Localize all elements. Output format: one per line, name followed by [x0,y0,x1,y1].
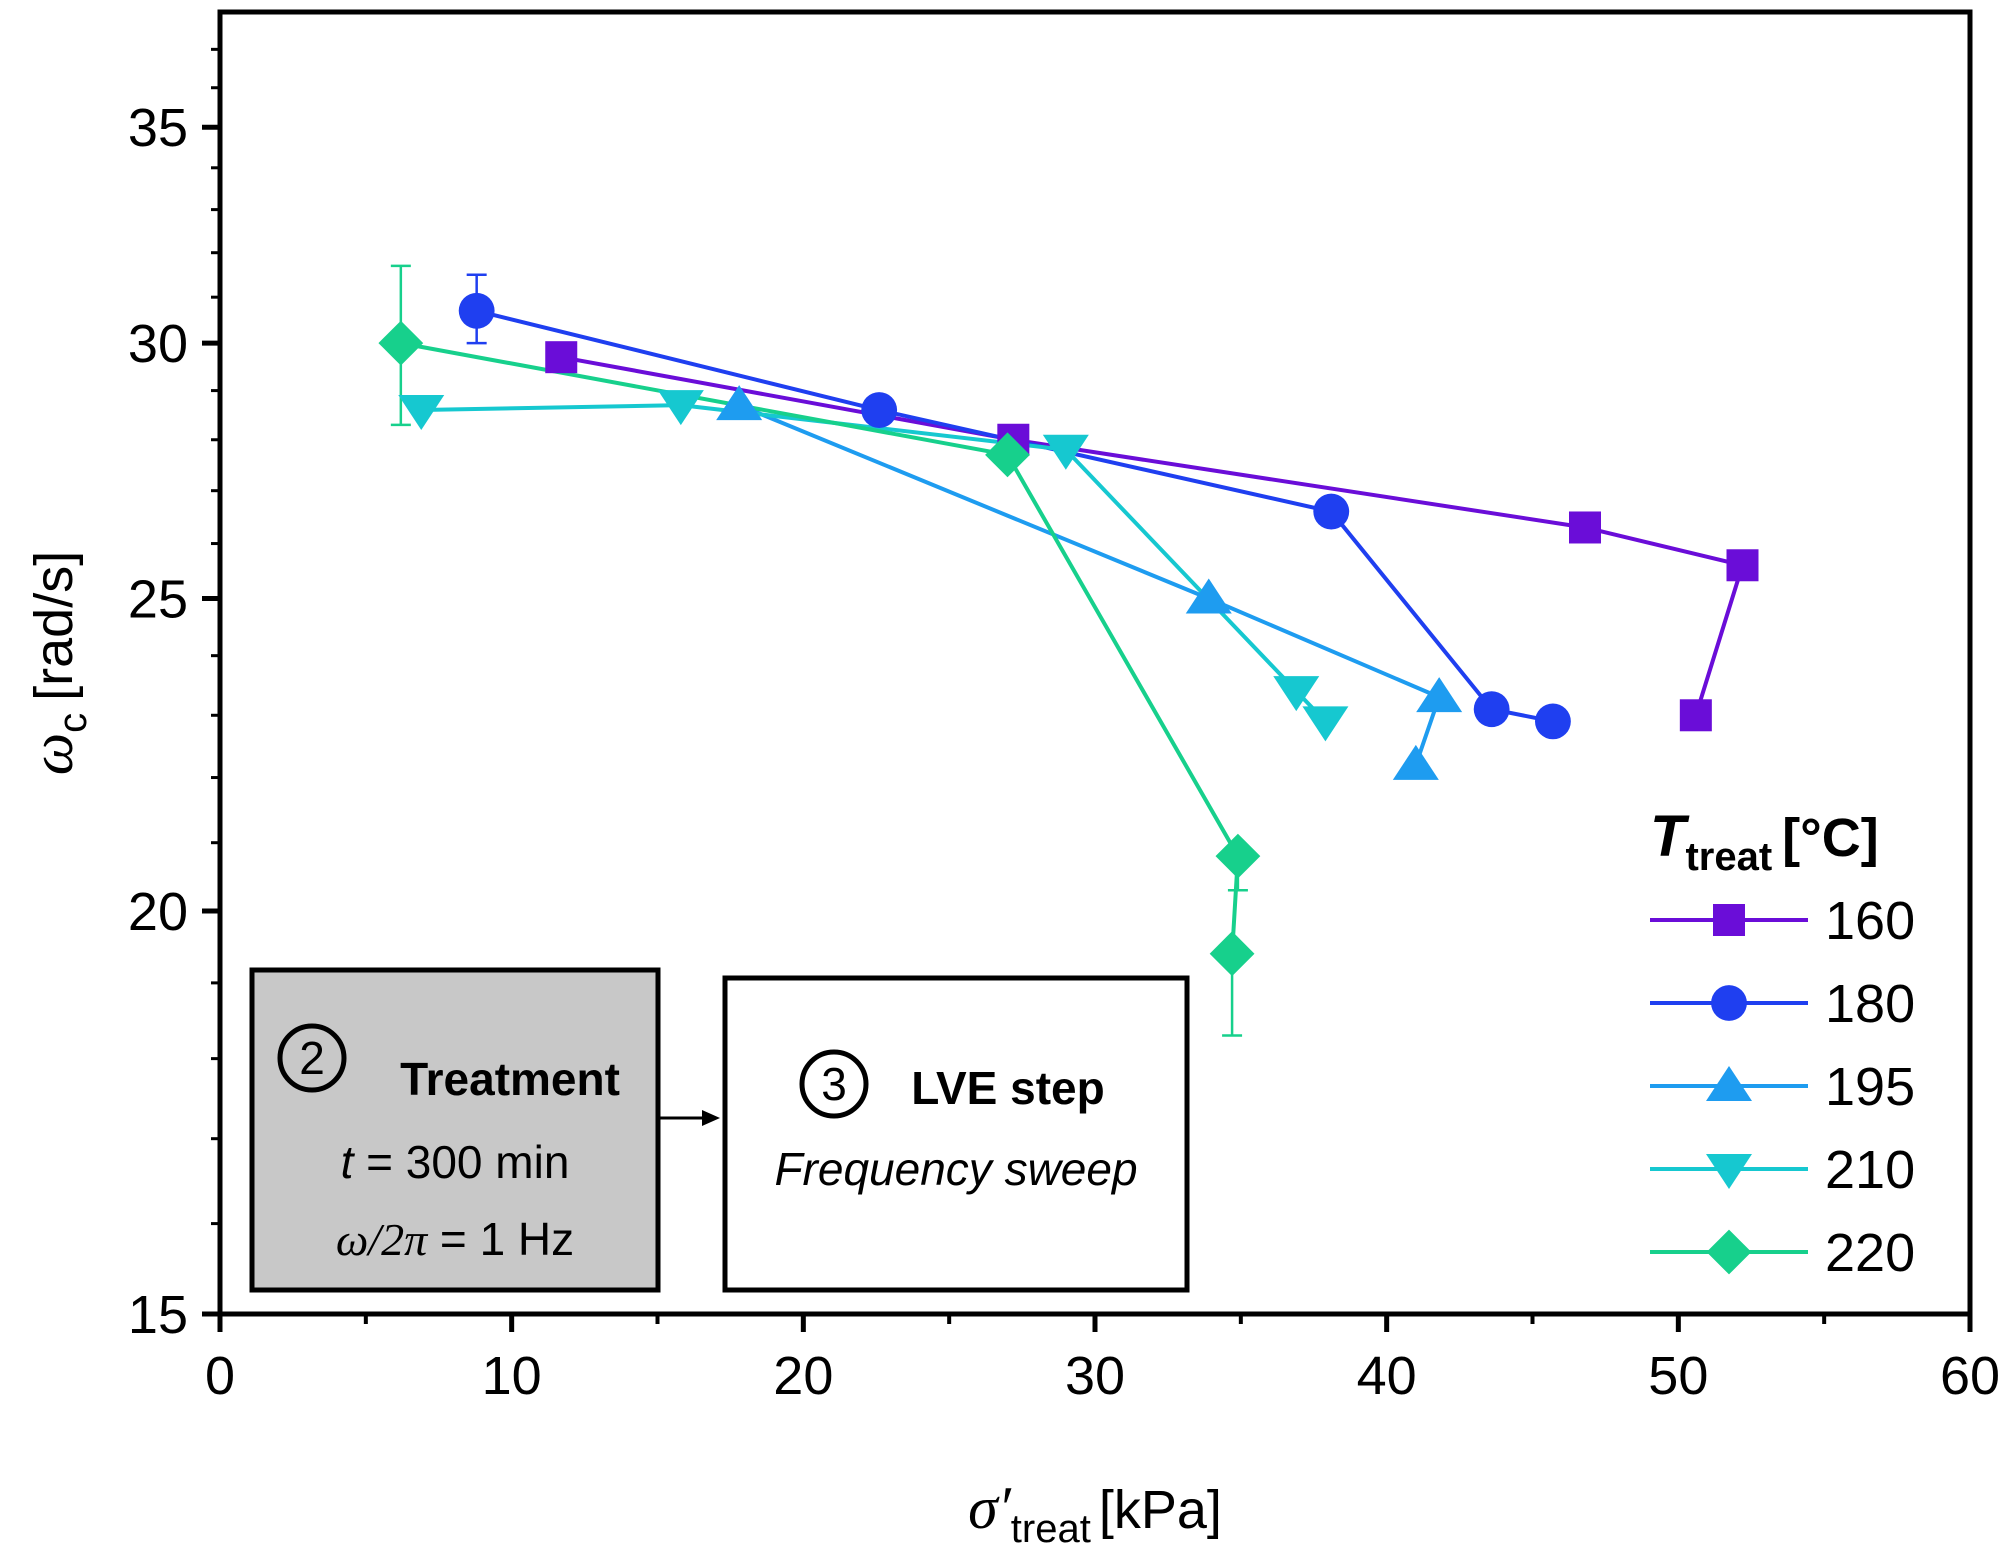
series-line-195 [738,403,1442,766]
x-tick-label: 30 [1065,1346,1125,1406]
data-point-195 [1185,578,1232,614]
data-point-210 [398,395,445,431]
legend-label-220: 220 [1825,1223,1915,1283]
step-2-circle [277,1023,347,1093]
data-point-180 [861,392,898,428]
treatment-frequency: ω/2π = 1 Hz [336,1213,574,1265]
data-point-210 [1302,706,1349,742]
data-point-220 [378,320,424,366]
data-point-160 [545,341,578,374]
lve-box: 3 LVE step Frequency sweep [722,975,1190,1293]
data-point-195 [1416,677,1463,713]
y-axis-title-sub: c [51,713,95,733]
treatment-frequency-value: = 1 Hz [427,1213,574,1265]
data-point-220 [1215,833,1261,879]
x-axis-title-unit: [kPa] [1099,1480,1222,1540]
treatment-time-value: = 300 min [353,1136,569,1188]
legend-title: Ttreat [°C] [1650,804,1879,879]
lve-title: LVE step [911,1062,1104,1114]
legend-marker-180 [1711,985,1747,1021]
y-tick-label: 20 [128,882,188,942]
x-axis-title: σ′treat [kPa] [968,1475,1222,1551]
axis-ticks [202,47,1973,1332]
lve-box-frame [722,975,1190,1293]
data-point-220 [985,432,1030,478]
treatment-box-frame [249,967,661,1293]
treatment-frequency-expr: ω/2π [336,1214,429,1265]
series-line-220 [400,341,1240,954]
treatment-box: 2 Treatment t = 300 min ω/2π = 1 Hz [249,967,661,1293]
y-tick-label: 15 [128,1285,188,1345]
legend-marker-220 [1706,1229,1752,1275]
legend-title-sub: treat [1685,835,1772,879]
data-point-180 [1313,493,1350,530]
y-tick-label: 30 [128,314,188,374]
legend-label-195: 195 [1825,1057,1915,1117]
x-axis-title-sub: treat [1011,1507,1091,1551]
data-point-220 [1209,931,1255,977]
x-tick-labels: 0 10 20 30 40 50 60 [205,1346,2000,1406]
y-axis-title-symbol: ω [19,733,85,775]
treatment-title: Treatment [400,1053,620,1105]
legend-marker-210 [1706,1154,1752,1189]
treatment-time: t = 300 min [341,1136,570,1188]
x-tick-label: 20 [773,1346,833,1406]
legend: Ttreat [°C] 160 180 195 210 220 [1650,804,1915,1283]
lve-subtitle: Frequency sweep [774,1143,1137,1195]
step-3-number: 3 [821,1058,847,1110]
series-lines [400,308,1746,954]
legend-label-160: 160 [1825,891,1915,951]
x-tick-label: 10 [482,1346,542,1406]
legend-title-symbol: T [1650,804,1690,869]
x-tick-label: 0 [205,1346,235,1406]
legend-label-180: 180 [1825,974,1915,1034]
treatment-time-var: t [341,1136,356,1188]
x-axis-title-symbol: σ′ [968,1475,1012,1541]
y-tick-label: 35 [128,98,188,158]
x-tick-label: 60 [1940,1346,2000,1406]
step-arrow [658,1110,720,1126]
y-axis-title: ωc [rad/s] [19,551,95,775]
step-arrow-head [702,1110,720,1126]
step-3-circle [799,1049,869,1119]
data-point-210 [1273,676,1320,712]
series-markers [378,292,1759,977]
data-point-160 [1679,699,1712,732]
x-tick-label: 50 [1648,1346,1708,1406]
data-point-195 [1392,744,1439,780]
step-2-number: 2 [299,1032,325,1084]
legend-marker-160 [1713,904,1745,936]
data-point-195 [716,385,763,421]
data-point-210 [1042,434,1089,470]
series-line-210 [421,403,1327,723]
legend-marker-195 [1706,1066,1752,1101]
y-axis-title-unit: [rad/s] [24,551,84,701]
legend-title-unit: [°C] [1782,808,1879,868]
data-point-180 [1473,691,1510,728]
data-point-180 [1534,703,1571,740]
data-point-180 [458,292,495,329]
y-tick-labels: 15 20 25 30 35 [128,98,188,1345]
data-point-160 [1726,549,1759,582]
x-tick-label: 40 [1357,1346,1417,1406]
data-point-160 [1569,511,1601,544]
legend-label-210: 210 [1825,1140,1915,1200]
y-tick-label: 25 [128,569,188,629]
data-point-210 [657,390,704,426]
